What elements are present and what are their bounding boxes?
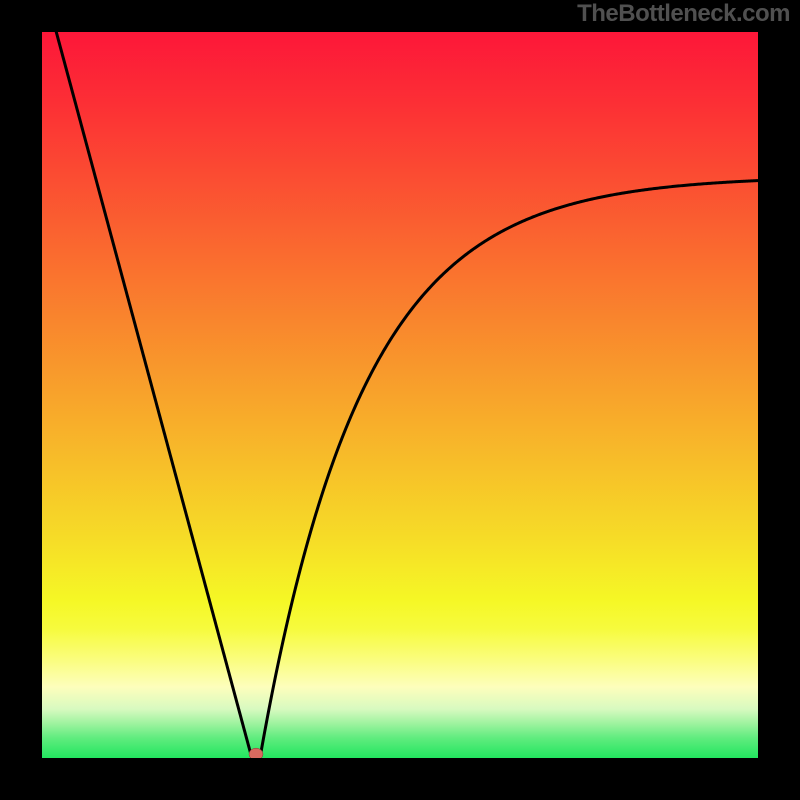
plot-background	[40, 30, 760, 760]
watermark-text: TheBottleneck.com	[577, 0, 790, 28]
bottleneck-chart	[0, 0, 800, 800]
chart-container: TheBottleneck.com	[0, 0, 800, 800]
